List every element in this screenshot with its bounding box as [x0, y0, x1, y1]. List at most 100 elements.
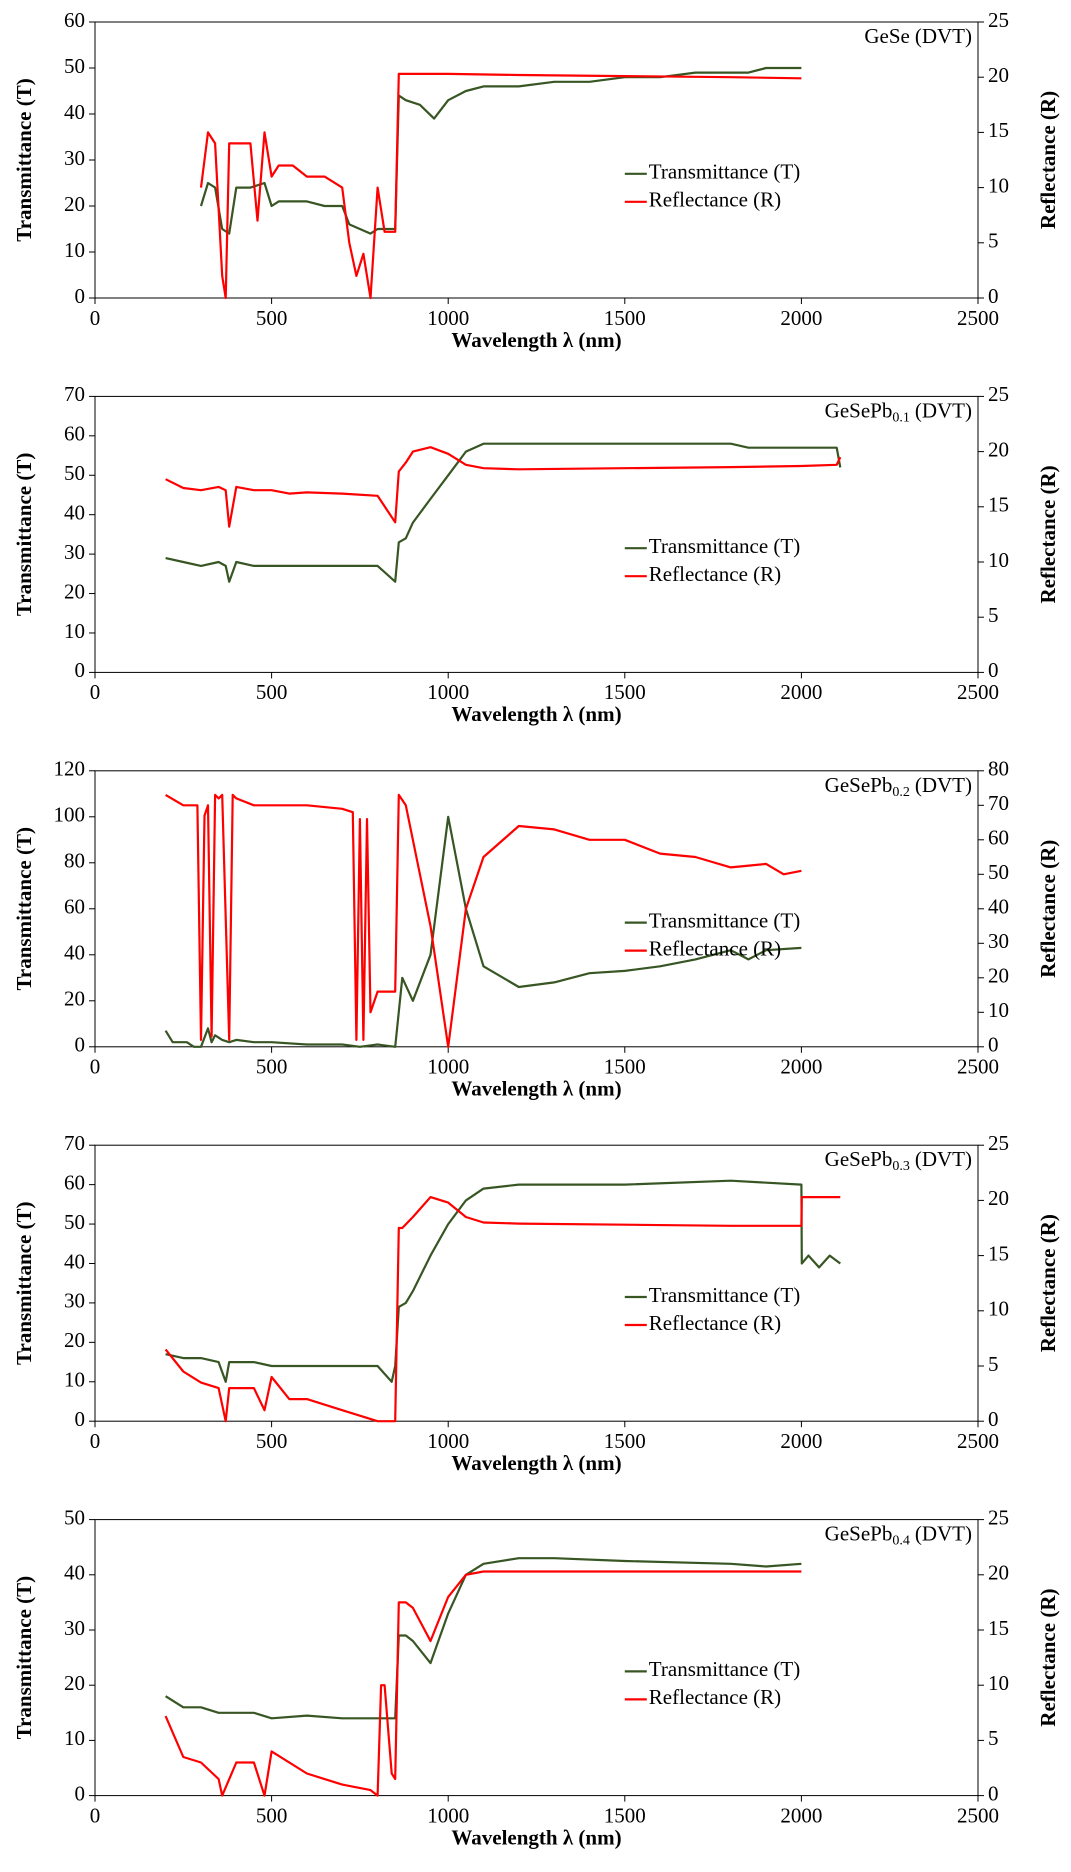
y2-tick-label: 20: [988, 63, 1009, 87]
plot-frame: [94, 395, 979, 673]
x-tick-label: 2000: [780, 306, 822, 330]
title-suffix: (DVT): [915, 1147, 972, 1171]
y2-tick-label: 25: [988, 1505, 1009, 1529]
y2-tick-label: 20: [988, 1561, 1009, 1585]
x-tick-label: 500: [256, 1055, 288, 1079]
y-axis-title: Transmittance (T): [12, 453, 36, 617]
y-tick-label: 10: [64, 619, 85, 643]
y2-tick-label: 50: [988, 860, 1009, 884]
x-tick-label: 2000: [780, 1803, 822, 1827]
y2-tick-label: 25: [988, 1131, 1009, 1155]
y-tick-label: 30: [64, 540, 85, 564]
panel: 0 500 1000 1500 2000 250001020304050600510152…: [12, 8, 1060, 352]
x-tick-label: 2500: [957, 1429, 999, 1453]
panel: 0 500 1000 1500 2000 250001020304050051015202…: [12, 1505, 1060, 1849]
y2-tick-label: 30: [988, 929, 1009, 953]
y-tick-label: 100: [54, 803, 86, 827]
y2-tick-label: 15: [988, 1241, 1009, 1265]
x-tick-label: 2500: [957, 306, 999, 330]
y-tick-label: 70: [64, 382, 85, 406]
y-tick-label: 40: [64, 100, 85, 124]
series-line: [164, 1196, 841, 1423]
y-tick-label: 40: [64, 1249, 85, 1273]
panel: 0 500 1000 1500 2000 250002040608010012001020…: [12, 757, 1060, 1101]
y-tick-label: 120: [54, 757, 86, 781]
title-suffix: (DVT): [915, 773, 972, 797]
x-axis-title: Wavelength λ (nm): [451, 1077, 621, 1101]
y2-axis-title: Reflectance (R): [1036, 1214, 1060, 1352]
title-sub: 0.4: [892, 1534, 910, 1549]
y-tick-label: 40: [64, 941, 85, 965]
y-tick-label: 20: [64, 987, 85, 1011]
y-axis-title: Transmittance (T): [12, 1201, 36, 1365]
x-tick-label: 500: [256, 1803, 288, 1827]
plot-frame: [94, 1144, 979, 1422]
y-tick-label: 50: [64, 1505, 85, 1529]
y-tick-label: 10: [64, 1726, 85, 1750]
x-axis-title: Wavelength λ (nm): [451, 1451, 621, 1475]
y-tick-label: 60: [64, 895, 85, 919]
title-sub: 0.1: [892, 411, 910, 426]
legend-label: Transmittance (T): [649, 908, 800, 932]
series-line: [165, 442, 842, 583]
legend-label: Reflectance (R): [649, 1311, 781, 1335]
y-tick-label: 10: [64, 238, 85, 262]
legend-label: Reflectance (R): [649, 188, 781, 212]
x-tick-label: 2000: [780, 680, 822, 704]
series-line: [165, 1179, 841, 1383]
x-tick-label: 500: [256, 1429, 288, 1453]
y2-tick-label: 20: [988, 964, 1009, 988]
panel-title: GeSePb0.4 (DVT): [825, 1521, 972, 1548]
y-tick-label: 20: [64, 579, 85, 603]
y2-tick-label: 25: [988, 382, 1009, 406]
title-sub: 0.3: [892, 1159, 910, 1174]
legend-label: Transmittance (T): [649, 160, 800, 184]
y-tick-label: 70: [64, 1131, 85, 1155]
y2-tick-label: 15: [988, 493, 1009, 517]
y2-tick-label: 10: [988, 998, 1009, 1022]
series-line: [165, 446, 842, 528]
y-tick-label: 10: [64, 1368, 85, 1392]
y-tick-label: 20: [64, 1671, 85, 1695]
x-tick-label: 1500: [604, 306, 646, 330]
y2-tick-label: 5: [988, 1352, 999, 1376]
x-tick-label: 1000: [427, 1055, 469, 1079]
panel-title: GeSePb0.2 (DVT): [825, 773, 972, 800]
x-tick-label: 2500: [957, 1055, 999, 1079]
x-tick-label: 1500: [604, 1803, 646, 1827]
series-line: [165, 793, 802, 1048]
x-tick-label: 0: [90, 1429, 101, 1453]
y-axis-title: Transmittance (T): [12, 827, 36, 991]
panel: 0 500 1000 1500 2000 250001020304050607005101…: [12, 382, 1060, 726]
x-tick-label: 2000: [780, 1055, 822, 1079]
y2-tick-label: 15: [988, 118, 1009, 142]
y2-tick-label: 10: [988, 1671, 1009, 1695]
title-suffix: (DVT): [915, 398, 972, 422]
legend-label: Transmittance (T): [649, 1283, 800, 1307]
x-tick-label: 0: [90, 306, 101, 330]
panel-title: GeSe (DVT): [864, 24, 972, 48]
x-axis-title: Wavelength λ (nm): [451, 1825, 621, 1849]
y2-tick-label: 0: [988, 1407, 999, 1431]
y2-axis-title: Reflectance (R): [1036, 1589, 1060, 1727]
x-tick-label: 2000: [780, 1429, 822, 1453]
x-tick-label: 0: [90, 1055, 101, 1079]
y2-tick-label: 5: [988, 1726, 999, 1750]
y-axis-title: Transmittance (T): [12, 1576, 36, 1740]
y2-tick-label: 20: [988, 437, 1009, 461]
x-tick-label: 0: [90, 1803, 101, 1827]
title-base: GeSePb: [825, 1147, 893, 1171]
y-tick-label: 50: [64, 1210, 85, 1234]
title-base: GeSePb: [825, 1521, 893, 1545]
y2-tick-label: 25: [988, 8, 1009, 32]
y2-axis-title: Reflectance (R): [1036, 840, 1060, 978]
series-line: [199, 72, 802, 300]
y2-tick-label: 0: [988, 658, 999, 682]
panel-title: GeSePb0.1 (DVT): [825, 398, 972, 425]
x-tick-label: 1500: [604, 1429, 646, 1453]
title-suffix: (DVT): [915, 1521, 972, 1545]
y-tick-label: 80: [64, 849, 85, 873]
legend-label: Reflectance (R): [649, 562, 781, 586]
y-tick-label: 0: [75, 1407, 86, 1431]
